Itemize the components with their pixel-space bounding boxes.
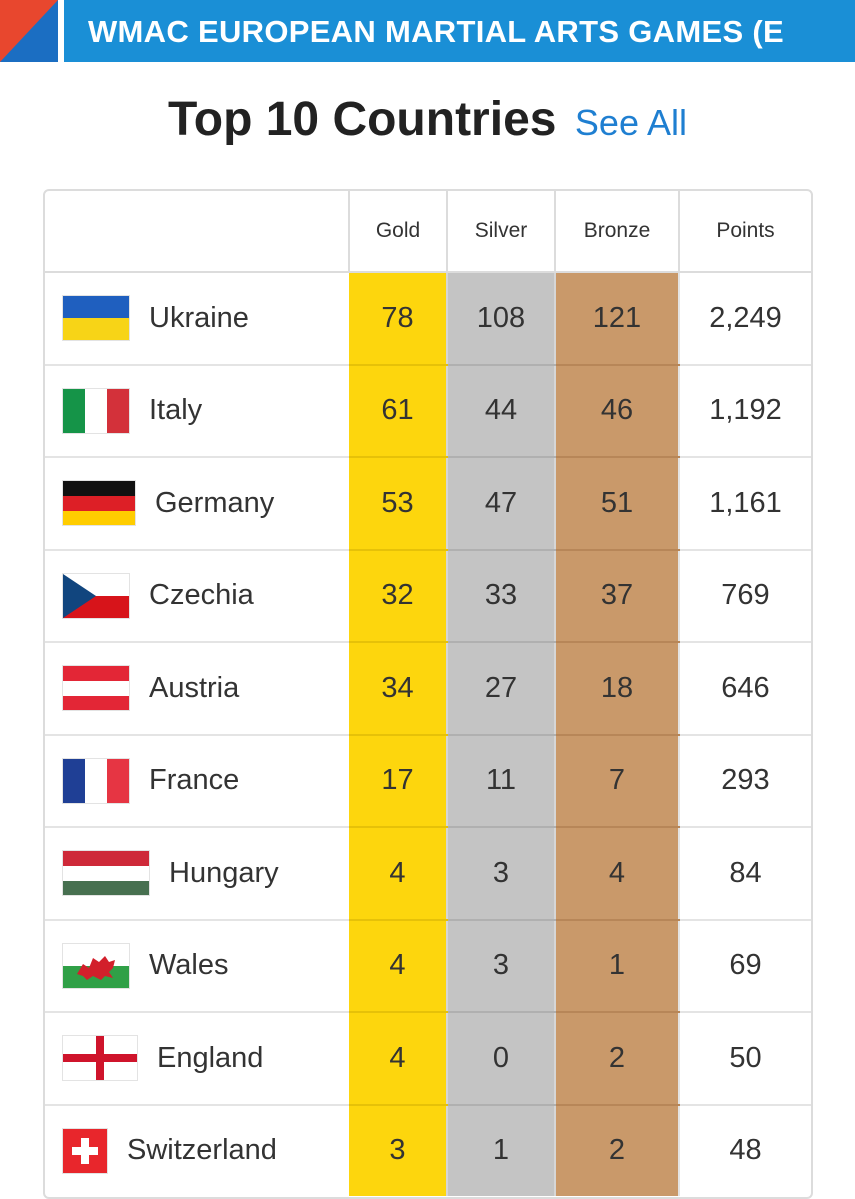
bronze-count: 46 xyxy=(554,364,679,458)
table-row[interactable]: Hungary 4 3 4 84 xyxy=(45,827,811,921)
table-row[interactable]: Austria 34 27 18 646 xyxy=(45,642,811,736)
country-cell: France xyxy=(45,734,349,828)
bronze-count: 37 xyxy=(554,549,679,643)
banner-title: WMAC EUROPEAN MARTIAL ARTS GAMES (E xyxy=(88,14,784,49)
banner-bar: WMAC EUROPEAN MARTIAL ARTS GAMES (E xyxy=(64,0,855,62)
points-value: 48 xyxy=(678,1104,811,1196)
gold-count: 4 xyxy=(349,919,447,1013)
table-row[interactable]: Germany 53 47 51 1,161 xyxy=(45,457,811,551)
header-banner: WMAC EUROPEAN MARTIAL ARTS GAMES (E xyxy=(0,0,855,62)
header-bronze: Bronze xyxy=(554,191,679,273)
table-row[interactable]: Switzerland 3 1 2 48 xyxy=(45,1104,811,1197)
table-row[interactable]: Italy 61 44 46 1,192 xyxy=(45,364,811,458)
header-points: Points xyxy=(678,191,811,273)
points-value: 84 xyxy=(678,827,811,921)
silver-count: 3 xyxy=(446,919,555,1013)
header-silver: Silver xyxy=(446,191,555,273)
country-name: Germany xyxy=(155,486,275,519)
germany-flag-icon xyxy=(63,481,135,526)
country-cell: Austria xyxy=(45,642,349,736)
table-row[interactable]: England 4 0 2 50 xyxy=(45,1012,811,1106)
england-flag-icon xyxy=(63,1036,137,1081)
page-title: Top 10 Countries xyxy=(167,93,557,146)
header-country xyxy=(45,191,349,273)
see-all-link[interactable]: See All xyxy=(574,102,687,143)
country-cell: Italy xyxy=(45,364,349,458)
country-cell: Czechia xyxy=(45,549,349,643)
country-name: Wales xyxy=(149,949,229,982)
country-cell: Germany xyxy=(45,457,349,551)
bronze-count: 4 xyxy=(554,827,679,921)
bronze-count: 51 xyxy=(554,457,679,551)
header-gold: Gold xyxy=(348,191,447,273)
silver-count: 108 xyxy=(446,272,555,366)
gold-count: 4 xyxy=(349,1012,447,1106)
logo-icon xyxy=(0,0,58,62)
points-value: 1,192 xyxy=(678,364,811,458)
table-row[interactable]: Czechia 32 33 37 769 xyxy=(45,549,811,643)
table-row[interactable]: Ukraine 78 108 121 2,249 xyxy=(45,272,811,366)
points-value: 769 xyxy=(678,549,811,643)
points-value: 50 xyxy=(678,1012,811,1106)
country-name: Ukraine xyxy=(149,301,249,334)
hungary-flag-icon xyxy=(63,851,149,896)
bronze-count: 121 xyxy=(554,272,679,366)
gold-count: 78 xyxy=(349,272,447,366)
points-value: 293 xyxy=(678,734,811,828)
bronze-count: 18 xyxy=(554,642,679,736)
silver-count: 44 xyxy=(446,364,555,458)
country-name: Italy xyxy=(149,394,203,427)
ukraine-flag-icon xyxy=(63,296,129,341)
country-cell: Wales xyxy=(45,919,349,1013)
table-row[interactable]: France 17 11 7 293 xyxy=(45,734,811,828)
czechia-flag-icon xyxy=(63,573,129,618)
bronze-count: 7 xyxy=(554,734,679,828)
wales-flag-icon xyxy=(63,943,129,988)
country-name: Austria xyxy=(149,671,240,704)
medal-table: Gold Silver Bronze Points Ukraine xyxy=(43,189,813,1199)
silver-count: 27 xyxy=(446,642,555,736)
france-flag-icon xyxy=(63,758,129,803)
country-name: England xyxy=(157,1041,264,1074)
switzerland-flag-icon xyxy=(63,1128,107,1173)
silver-count: 47 xyxy=(446,457,555,551)
silver-count: 11 xyxy=(446,734,555,828)
gold-count: 61 xyxy=(349,364,447,458)
country-cell: England xyxy=(45,1012,349,1106)
points-value: 2,249 xyxy=(678,272,811,366)
gold-count: 34 xyxy=(349,642,447,736)
country-cell: Switzerland xyxy=(45,1105,349,1197)
silver-count: 1 xyxy=(446,1104,555,1196)
gold-count: 4 xyxy=(349,827,447,921)
gold-count: 53 xyxy=(349,457,447,551)
table-row[interactable]: Wales 4 3 1 69 xyxy=(45,919,811,1013)
gold-count: 3 xyxy=(349,1104,447,1196)
bronze-count: 2 xyxy=(554,1012,679,1106)
gold-count: 32 xyxy=(349,549,447,643)
silver-count: 33 xyxy=(446,549,555,643)
table-header-row: Gold Silver Bronze Points xyxy=(45,191,811,273)
points-value: 646 xyxy=(678,642,811,736)
country-name: Switzerland xyxy=(127,1134,277,1167)
bronze-count: 1 xyxy=(554,919,679,1013)
country-name: Hungary xyxy=(169,856,279,889)
country-name: France xyxy=(149,764,240,797)
country-cell: Ukraine xyxy=(45,272,349,366)
bronze-count: 2 xyxy=(554,1104,679,1196)
silver-count: 3 xyxy=(446,827,555,921)
italy-flag-icon xyxy=(63,388,129,433)
points-value: 1,161 xyxy=(678,457,811,551)
country-name: Czechia xyxy=(149,579,254,612)
gold-count: 17 xyxy=(349,734,447,828)
points-value: 69 xyxy=(678,919,811,1013)
country-cell: Hungary xyxy=(45,827,349,921)
austria-flag-icon xyxy=(63,666,129,711)
section-heading: Top 10 Countries See All xyxy=(0,92,855,147)
silver-count: 0 xyxy=(446,1012,555,1106)
